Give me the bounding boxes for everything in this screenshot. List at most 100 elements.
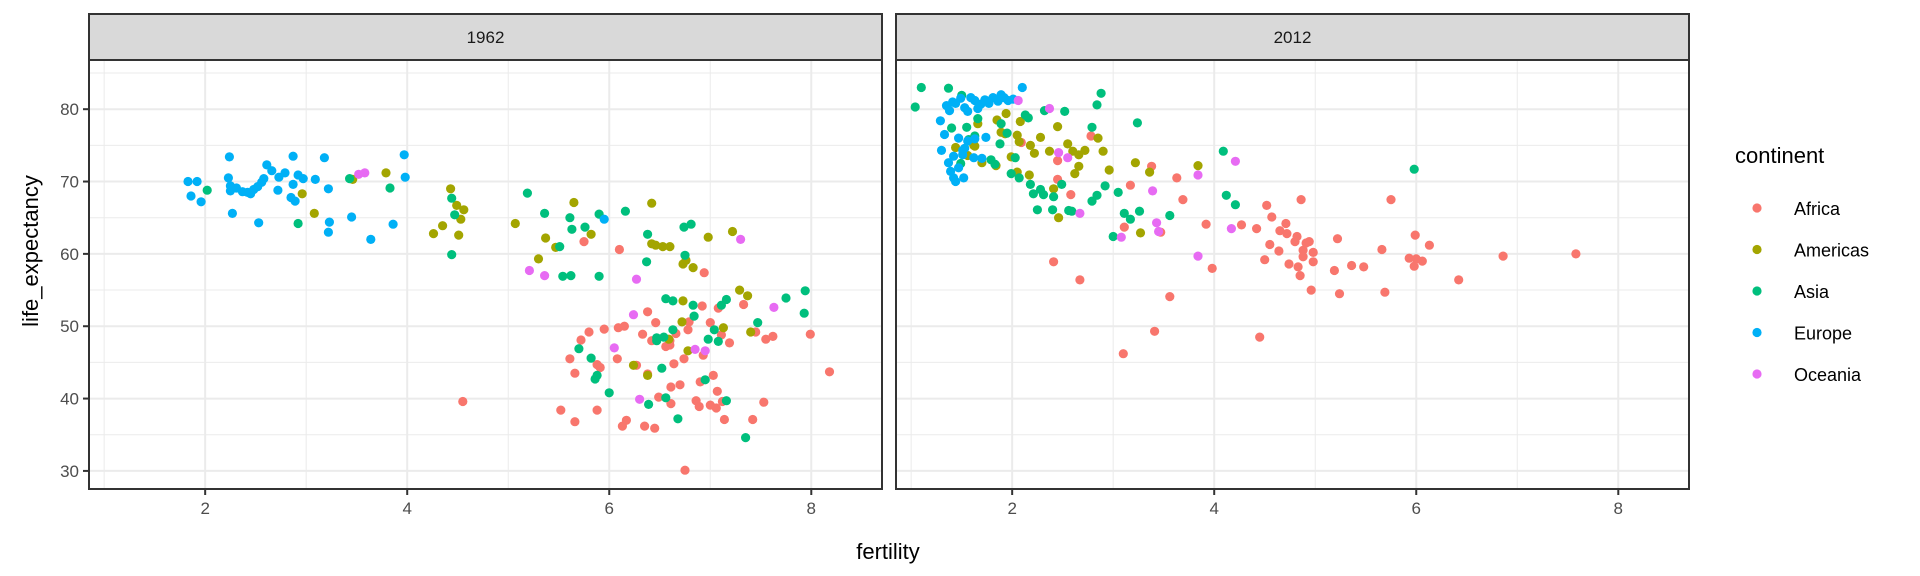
- facet-strip-label: 2012: [1274, 28, 1312, 47]
- point-africa-2012: [1284, 259, 1294, 269]
- point-asia-1962: [293, 218, 303, 229]
- point-africa-2012: [1308, 247, 1318, 257]
- point-africa-1962: [680, 465, 690, 475]
- point-americas-2012: [1135, 228, 1146, 238]
- point-asia-2012: [1134, 206, 1145, 216]
- point-asia-2012: [1014, 173, 1024, 183]
- point-americas-1962: [452, 200, 462, 210]
- legend-key-americas: [1752, 244, 1762, 255]
- point-asia-1962: [800, 286, 810, 296]
- point-americas-1962: [297, 189, 307, 199]
- point-asia-2012: [1221, 190, 1231, 200]
- point-oceania-1962: [700, 346, 710, 356]
- point-americas-2012: [1014, 137, 1024, 147]
- point-europe-1962: [288, 151, 298, 161]
- point-asia-1962: [753, 318, 763, 328]
- point-africa-1962: [619, 321, 630, 331]
- point-africa-2012: [1119, 222, 1129, 232]
- point-africa-1962: [565, 354, 575, 364]
- point-asia-1962: [679, 222, 689, 232]
- point-africa-1962: [683, 325, 693, 335]
- point-oceania-1962: [635, 394, 645, 404]
- point-asia-1962: [700, 375, 710, 385]
- point-africa-1962: [759, 397, 769, 407]
- point-asia-1962: [450, 210, 460, 220]
- point-africa-2012: [1410, 230, 1420, 240]
- point-americas-1962: [569, 197, 579, 208]
- point-asia-2012: [943, 83, 954, 93]
- point-europe-1962: [273, 185, 283, 195]
- point-europe-1962: [227, 208, 237, 218]
- point-asia-1962: [668, 296, 678, 306]
- point-asia-1962: [657, 363, 667, 373]
- point-americas-1962: [643, 370, 653, 380]
- point-asia-2012: [1092, 190, 1102, 200]
- point-oceania-2012: [1013, 95, 1023, 106]
- legend-label: Americas: [1794, 241, 1869, 261]
- point-americas-2012: [1104, 165, 1114, 175]
- point-europe-2012: [954, 133, 964, 143]
- point-asia-2012: [1006, 169, 1016, 179]
- point-europe-2012: [951, 176, 961, 187]
- point-asia-2012: [1038, 190, 1049, 200]
- point-oceania-2012: [1193, 170, 1203, 180]
- point-asia-1962: [522, 188, 533, 198]
- point-africa-1962: [699, 268, 709, 278]
- point-americas-1962: [454, 230, 464, 240]
- point-americas-2012: [1054, 213, 1064, 223]
- point-asia-1962: [709, 325, 719, 335]
- point-africa-2012: [1255, 332, 1265, 342]
- panel-background: [89, 60, 882, 489]
- point-africa-2012: [1125, 180, 1135, 190]
- point-asia-1962: [558, 271, 568, 281]
- point-asia-1962: [620, 206, 631, 216]
- point-asia-1962: [644, 399, 654, 409]
- point-asia-2012: [1002, 128, 1012, 138]
- legend-label: Africa: [1794, 199, 1841, 219]
- point-africa-2012: [1262, 200, 1272, 210]
- point-africa-1962: [711, 403, 721, 413]
- point-europe-2012: [954, 163, 964, 173]
- point-africa-1962: [614, 244, 625, 255]
- x-tick-label: 4: [402, 499, 411, 518]
- point-americas-1962: [743, 291, 753, 301]
- point-americas-1962: [665, 242, 675, 252]
- point-americas-2012: [1029, 148, 1039, 158]
- point-americas-2012: [951, 142, 961, 153]
- legend-label: Oceania: [1794, 365, 1862, 385]
- point-europe-1962: [400, 172, 410, 182]
- point-africa-1962: [592, 405, 602, 415]
- point-europe-2012: [936, 145, 947, 155]
- y-tick-label: 60: [60, 245, 79, 264]
- point-europe-1962: [599, 214, 609, 224]
- legend-label: Europe: [1794, 324, 1852, 344]
- point-americas-1962: [533, 254, 544, 264]
- point-oceania-2012: [1152, 218, 1162, 228]
- point-africa-2012: [1201, 219, 1211, 229]
- point-oceania-2012: [1193, 251, 1203, 261]
- point-europe-1962: [224, 152, 234, 162]
- point-americas-1962: [678, 296, 688, 306]
- point-africa-1962: [761, 334, 771, 344]
- point-americas-1962: [541, 233, 551, 243]
- point-asia-2012: [995, 139, 1005, 149]
- point-asia-1962: [741, 433, 751, 443]
- point-africa-2012: [1049, 257, 1059, 267]
- point-asia-2012: [1067, 206, 1077, 216]
- point-asia-1962: [643, 229, 653, 239]
- point-africa-2012: [1296, 195, 1306, 205]
- point-africa-1962: [669, 359, 679, 369]
- point-americas-1962: [658, 242, 668, 252]
- point-asia-2012: [1092, 100, 1102, 110]
- point-oceania-1962: [631, 274, 642, 284]
- point-oceania-2012: [1116, 232, 1126, 242]
- point-africa-2012: [1409, 261, 1419, 271]
- point-americas-1962: [628, 360, 639, 370]
- point-africa-1962: [675, 380, 685, 390]
- point-asia-2012: [1060, 106, 1070, 116]
- point-asia-1962: [668, 325, 678, 335]
- point-africa-2012: [1295, 271, 1305, 281]
- point-asia-1962: [703, 334, 713, 344]
- point-europe-1962: [347, 212, 357, 222]
- point-americas-2012: [1001, 108, 1011, 119]
